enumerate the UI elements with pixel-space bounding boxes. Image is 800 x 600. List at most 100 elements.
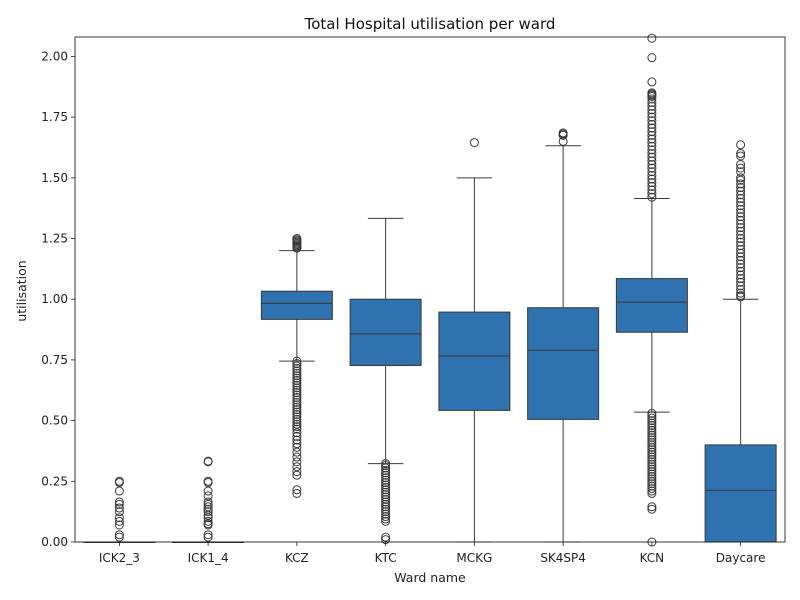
cat-2-outlier-48 xyxy=(292,470,302,480)
cat-7-outlier-11 xyxy=(736,190,746,200)
x-tick-label-1: ICK1_4 xyxy=(188,551,229,565)
cat-6-outlier-23 xyxy=(647,152,657,162)
cat-3-outlier-9 xyxy=(381,480,391,490)
cat-5-outlier-3 xyxy=(558,136,568,146)
cat-7-outlier-34 xyxy=(736,274,746,284)
plot-area: 0.00 0.25 0.50 0.75 1.00 1.25 1.50 1.75 2.00 ICK2… xyxy=(41,33,786,565)
plot-frame xyxy=(74,36,786,543)
cat-7-outlier-16 xyxy=(736,208,746,218)
x-tick-label-6: KCN xyxy=(640,551,665,565)
y-tick-label-5: 1.25 xyxy=(41,232,68,246)
cat-1-outlier-6 xyxy=(203,497,213,507)
cat-6-outlier-29 xyxy=(647,174,657,184)
cat-2-outlier-18 xyxy=(292,378,302,388)
cat-6-outlier-11 xyxy=(647,108,657,118)
cat-6-outlier-45 xyxy=(647,433,657,443)
cat-7-outlier-12 xyxy=(736,193,746,203)
cat-6-outlier-50 xyxy=(647,445,657,455)
cat-6-outlier-59 xyxy=(647,467,657,477)
cat-3-outlier-6 xyxy=(381,473,391,483)
cat-2-outlier-21 xyxy=(292,385,302,395)
cat-3-outlier-5 xyxy=(381,470,391,480)
cat-6-outlier-67 xyxy=(647,486,657,496)
cat-2-outlier-8 xyxy=(292,243,302,253)
cat-7-outlier-15 xyxy=(736,204,746,214)
cat-6-outlier-7 xyxy=(647,94,657,104)
cat-6-outlier-26 xyxy=(647,163,657,173)
cat-2-outlier-23 xyxy=(292,390,302,400)
cat-6-outlier-36 xyxy=(647,411,657,421)
cat-7-outlier-10 xyxy=(736,186,746,196)
cat-6-outlier-27 xyxy=(647,167,657,177)
cat-3-outlier-8 xyxy=(381,478,391,488)
cat-6-outlier-55 xyxy=(647,457,657,467)
cat-6-outlier-20 xyxy=(647,141,657,151)
cat-2-outlier-16 xyxy=(292,373,302,383)
cat-2-outlier-36 xyxy=(292,422,302,432)
cat-7-outlier-35 xyxy=(736,277,746,287)
cat-4-box xyxy=(438,311,511,411)
cat-7-outlier-37 xyxy=(736,285,746,294)
cat-7-outlier-3 xyxy=(736,159,746,169)
x-tick-label-3: KTC xyxy=(375,551,397,565)
cat-6-outlier-9 xyxy=(647,101,657,111)
cat-6-outlier-40 xyxy=(647,420,657,430)
cat-6-outlier-35 xyxy=(647,408,657,418)
cat-3-outlier-4 xyxy=(381,468,391,478)
cat-2-outlier-37 xyxy=(292,424,302,434)
cat-2-outlier-27 xyxy=(292,400,302,410)
cat-1-outlier-10 xyxy=(203,507,213,517)
cat-6-outlier-6 xyxy=(647,91,657,101)
cat-2-outlier-42 xyxy=(292,442,302,452)
x-tick-label-2: KCZ xyxy=(285,551,309,565)
cat-3-outlier-16 xyxy=(381,497,391,507)
cat-6-outlier-18 xyxy=(647,134,657,144)
cat-6-outlier-25 xyxy=(647,159,657,169)
cat-6-outlier-70 xyxy=(647,504,657,514)
cat-7-outlier-8 xyxy=(736,179,746,189)
cat-2-outlier-10 xyxy=(292,359,302,369)
cat-2-outlier-20 xyxy=(292,383,302,393)
y-tick-label-4: 1.00 xyxy=(41,292,68,306)
cat-6-outlier-21 xyxy=(647,145,657,155)
cat-4-outlier-0 xyxy=(469,138,479,148)
cat-6-outlier-22 xyxy=(647,149,657,159)
cat-6-outlier-60 xyxy=(647,469,657,479)
cat-3-outlier-20 xyxy=(381,507,391,517)
cat-6-outlier-42 xyxy=(647,425,657,435)
cat-6-outlier-44 xyxy=(647,430,657,440)
cat-3-box xyxy=(349,298,422,366)
cat-6-outlier-61 xyxy=(647,471,657,481)
cat-3-outlier-11 xyxy=(381,485,391,495)
cat-5-outlier-2 xyxy=(558,130,568,140)
chart-title: Total Hospital utilisation per ward xyxy=(304,15,556,33)
cat-3-outlier-23 xyxy=(381,514,391,524)
cat-2-box xyxy=(260,290,333,320)
cat-0-outlier-4 xyxy=(114,499,124,509)
cat-2-outlier-26 xyxy=(292,397,302,407)
cat-6-outlier-34 xyxy=(647,192,657,202)
y-axis-label: utilisation xyxy=(14,260,29,321)
cat-2-outlier-14 xyxy=(292,368,302,378)
cat-0-outlier-3 xyxy=(114,497,124,507)
cat-6-outlier-31 xyxy=(647,181,657,191)
cat-6-outlier-38 xyxy=(647,416,657,426)
cat-7-outlier-0 xyxy=(736,140,746,150)
cat-7-outlier-7 xyxy=(736,175,746,185)
y-tick-label-1: 0.25 xyxy=(41,474,68,488)
cat-7-outlier-36 xyxy=(736,281,746,291)
cat-7-outlier-27 xyxy=(736,248,746,258)
cat-6-outlier-8 xyxy=(647,98,657,108)
cat-6-outlier-64 xyxy=(647,479,657,489)
cat-2-outlier-12 xyxy=(292,363,302,373)
cat-2-outlier-49 xyxy=(292,485,302,495)
cat-7-outlier-6 xyxy=(736,173,746,183)
cat-3-outlier-13 xyxy=(381,490,391,500)
cat-3-outlier-18 xyxy=(381,502,391,512)
cat-7-outlier-22 xyxy=(736,230,746,240)
cat-6-outlier-12 xyxy=(647,112,657,122)
cat-2-outlier-28 xyxy=(292,402,302,412)
cat-3-outlier-12 xyxy=(381,487,391,497)
cat-2-outlier-38 xyxy=(292,428,302,438)
